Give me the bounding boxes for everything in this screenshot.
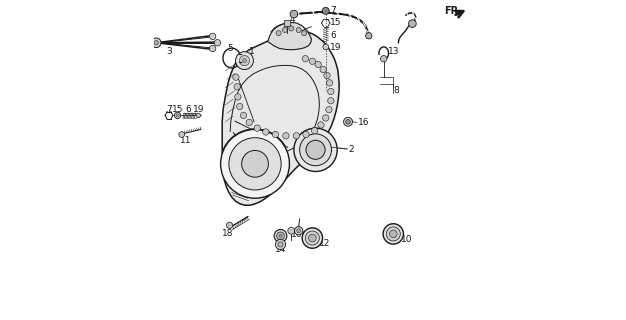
Text: FR.: FR. [444, 6, 461, 16]
Circle shape [327, 98, 334, 104]
Text: 9: 9 [301, 231, 307, 240]
Text: 11: 11 [180, 136, 192, 145]
Circle shape [235, 94, 241, 100]
Circle shape [409, 20, 416, 28]
Text: 6: 6 [330, 31, 336, 40]
Text: 5: 5 [227, 44, 233, 53]
Circle shape [324, 72, 330, 79]
Circle shape [381, 55, 387, 62]
Circle shape [326, 107, 332, 113]
Circle shape [309, 234, 316, 242]
Circle shape [176, 114, 179, 117]
Circle shape [243, 59, 247, 62]
Circle shape [288, 227, 295, 234]
Circle shape [326, 80, 333, 86]
Circle shape [294, 128, 337, 172]
Circle shape [254, 125, 260, 131]
Circle shape [366, 33, 372, 39]
Circle shape [272, 131, 279, 138]
Circle shape [239, 55, 250, 66]
Circle shape [283, 132, 289, 139]
Circle shape [309, 58, 316, 64]
Circle shape [229, 138, 281, 190]
Circle shape [322, 115, 329, 121]
Circle shape [275, 239, 285, 250]
Circle shape [297, 229, 300, 233]
Circle shape [311, 127, 318, 134]
Text: 4: 4 [290, 15, 295, 24]
FancyBboxPatch shape [284, 20, 290, 26]
Text: 2: 2 [348, 145, 354, 154]
Circle shape [346, 120, 351, 124]
Circle shape [242, 150, 269, 177]
Circle shape [327, 88, 334, 95]
Circle shape [320, 66, 326, 73]
Circle shape [294, 227, 303, 235]
Circle shape [344, 117, 352, 126]
Text: 1: 1 [249, 46, 255, 56]
Circle shape [151, 38, 161, 48]
Circle shape [318, 122, 324, 128]
Circle shape [274, 229, 287, 242]
Circle shape [296, 28, 301, 33]
Text: 8: 8 [394, 86, 399, 95]
Text: 19: 19 [193, 105, 204, 114]
Text: 12: 12 [319, 239, 331, 248]
Circle shape [289, 26, 294, 31]
Text: 7: 7 [330, 6, 336, 15]
Circle shape [240, 112, 247, 119]
Text: 6: 6 [186, 105, 192, 114]
Circle shape [210, 33, 216, 40]
Text: 18: 18 [222, 229, 233, 238]
Circle shape [210, 45, 216, 52]
Text: 10: 10 [401, 235, 412, 244]
Circle shape [302, 228, 322, 248]
Circle shape [315, 61, 321, 68]
Circle shape [179, 132, 185, 137]
Text: 15: 15 [330, 19, 341, 28]
Circle shape [282, 28, 287, 33]
Circle shape [175, 112, 181, 119]
Polygon shape [268, 22, 311, 50]
Text: 7: 7 [166, 105, 172, 114]
Circle shape [389, 230, 397, 238]
Circle shape [290, 10, 298, 18]
Circle shape [305, 231, 319, 245]
Circle shape [237, 103, 243, 110]
Circle shape [322, 7, 329, 14]
Text: 17: 17 [275, 238, 286, 247]
Circle shape [277, 232, 284, 240]
Text: 16: 16 [291, 230, 303, 239]
Circle shape [227, 222, 233, 228]
Text: 19: 19 [330, 43, 341, 52]
Text: 13: 13 [388, 47, 399, 56]
Text: 16: 16 [357, 118, 369, 127]
Circle shape [302, 31, 307, 36]
Circle shape [323, 44, 329, 50]
Circle shape [196, 113, 200, 118]
Text: 14: 14 [275, 245, 286, 254]
Circle shape [306, 140, 325, 159]
Circle shape [233, 74, 239, 80]
Circle shape [263, 129, 269, 135]
Text: 15: 15 [172, 105, 183, 114]
Circle shape [214, 40, 220, 46]
Circle shape [300, 134, 332, 166]
Text: 3: 3 [166, 46, 172, 56]
Circle shape [278, 242, 283, 247]
Circle shape [386, 227, 400, 241]
Circle shape [302, 55, 309, 62]
Circle shape [246, 119, 252, 125]
Circle shape [303, 131, 309, 138]
Circle shape [276, 31, 281, 36]
Polygon shape [222, 29, 339, 205]
Circle shape [154, 41, 158, 45]
Circle shape [220, 129, 289, 198]
Circle shape [279, 234, 282, 237]
Circle shape [293, 132, 300, 139]
Circle shape [235, 52, 254, 69]
Circle shape [383, 224, 404, 244]
Circle shape [234, 84, 240, 90]
